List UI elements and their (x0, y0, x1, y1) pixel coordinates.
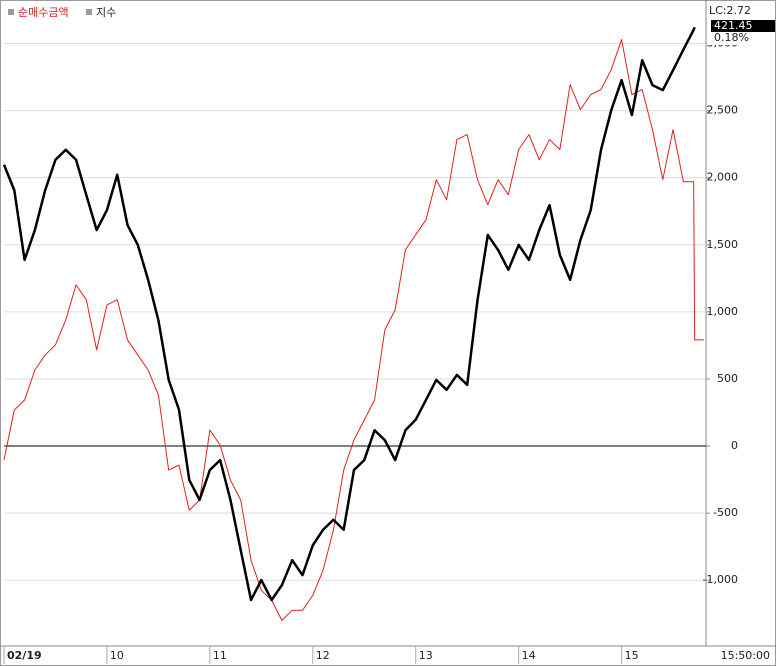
x-tick-label: 15 (625, 649, 639, 662)
last-value-box (711, 20, 775, 32)
y-tick-label: -1,000 (703, 573, 738, 586)
y-tick-label: 500 (717, 372, 738, 385)
legend-swatch (86, 9, 92, 15)
change: 0.18% (714, 31, 749, 44)
legend-label: 지수 (96, 6, 116, 19)
y-tick-label: 1,500 (707, 238, 739, 251)
x-tick-label: 10 (110, 649, 124, 662)
x-tick-label: 12 (316, 649, 330, 662)
y-tick-label: 2,000 (707, 171, 739, 184)
x-tick-label: 02/19 (7, 649, 42, 662)
series-line (2, 26, 696, 602)
y-tick-label: 2,500 (707, 104, 739, 117)
x-tick-label: 14 (522, 649, 536, 662)
y-tick-label: 1,000 (707, 305, 739, 318)
cursor-time: 15:50:00 (721, 649, 770, 662)
series-line (3, 38, 704, 621)
y-tick-label: 0 (731, 439, 738, 452)
last-value: 421.45 (714, 19, 753, 32)
legend-swatch (8, 9, 14, 15)
y-tick-label: -500 (713, 506, 738, 519)
legend-label: 순매수금액 (18, 6, 69, 19)
x-tick-label: 11 (213, 649, 227, 662)
info-lc: LC:2.72 (709, 4, 751, 17)
x-tick-label: 13 (419, 649, 433, 662)
